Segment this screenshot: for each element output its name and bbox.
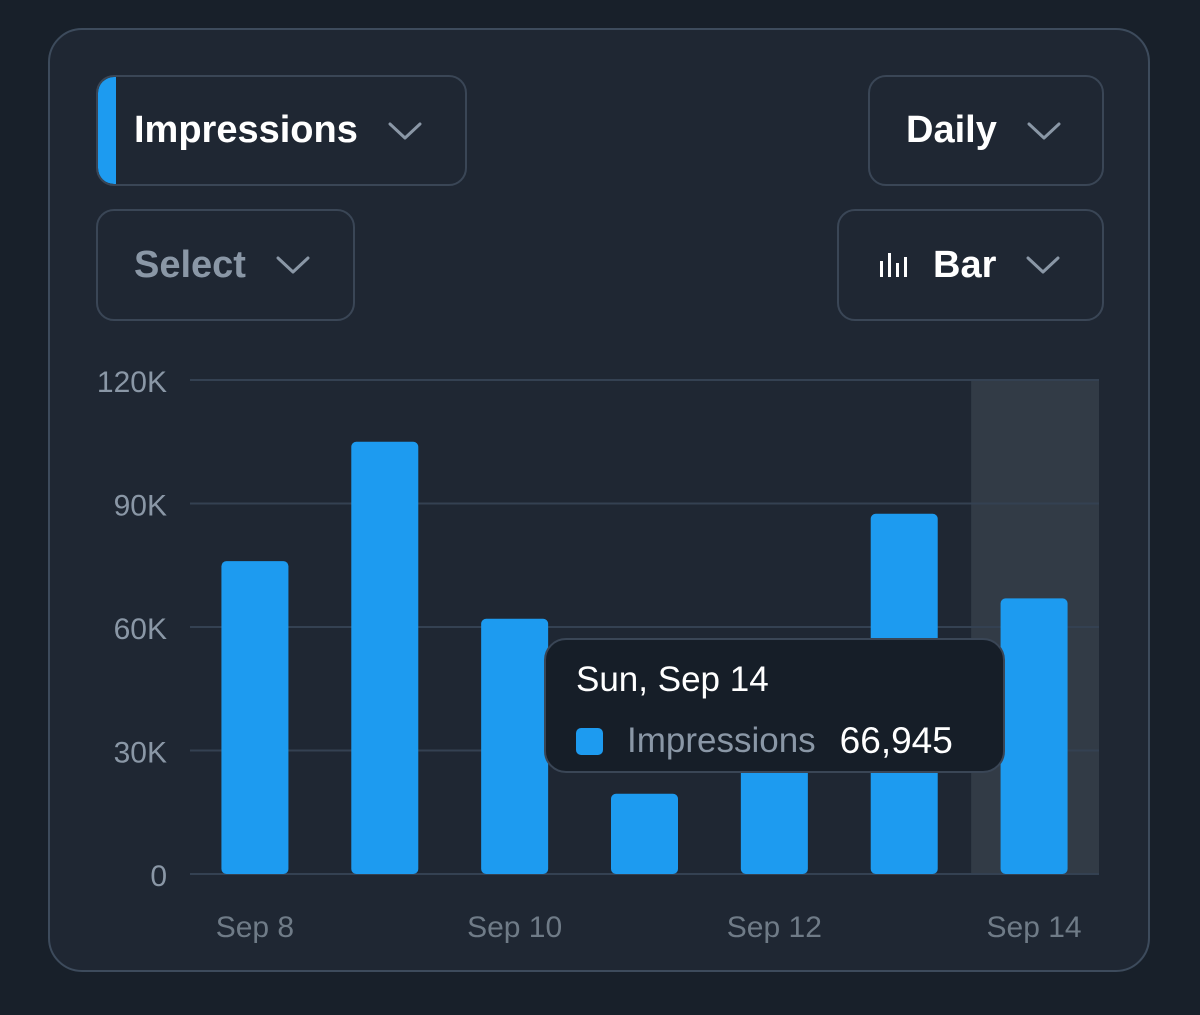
tooltip-date: Sun, Sep 14 <box>576 660 769 699</box>
chevron-down-icon <box>388 121 422 141</box>
bar-chart-icon <box>879 244 909 287</box>
tooltip-series-name: Impressions <box>627 721 816 760</box>
tooltip-value: 66,945 <box>839 720 953 761</box>
chevron-down-icon <box>1027 121 1061 141</box>
metric-dropdown-label: Impressions <box>134 109 358 151</box>
compare-dropdown[interactable]: Select <box>96 209 355 321</box>
chart-type-dropdown-label: Bar <box>933 243 997 286</box>
chart-type-dropdown[interactable]: Bar <box>837 209 1104 321</box>
tooltip-row: Impressions 66,945 <box>576 720 975 762</box>
chevron-down-icon <box>1026 255 1060 275</box>
period-dropdown-label: Daily <box>906 109 997 151</box>
chevron-down-icon <box>276 255 310 275</box>
chart-tooltip: Sun, Sep 14 Impressions 66,945 <box>544 638 1005 773</box>
metric-dropdown[interactable]: Impressions <box>96 75 467 186</box>
compare-dropdown-label: Select <box>134 243 246 286</box>
period-dropdown[interactable]: Daily <box>868 75 1104 186</box>
tooltip-series-swatch <box>576 727 603 755</box>
metric-color-indicator <box>98 77 116 184</box>
